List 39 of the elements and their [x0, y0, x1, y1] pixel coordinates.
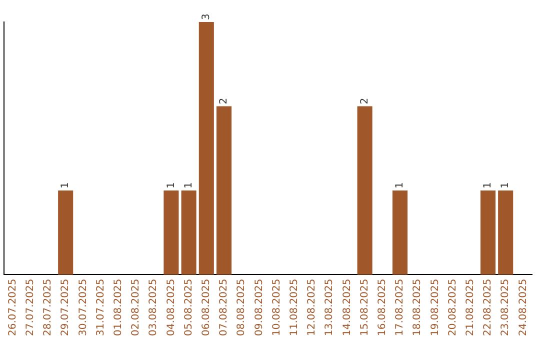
data-label: 3 — [200, 14, 212, 20]
x-tick-label: 24.08.2025 — [518, 278, 529, 336]
x-tick-label: 13.08.2025 — [324, 278, 336, 336]
x-tick-label: 04.08.2025 — [166, 278, 177, 336]
data-label: 2 — [218, 98, 230, 104]
x-tick-label: 30.07.2025 — [78, 278, 89, 336]
x-tick-label: 31.07.2025 — [95, 278, 106, 336]
x-tick-label: 09.08.2025 — [254, 278, 265, 336]
x-tick-label: 06.08.2025 — [200, 278, 212, 336]
x-tick-label: 18.08.2025 — [412, 278, 424, 336]
x-tick-label: 14.08.2025 — [342, 278, 353, 336]
x-tick-label: 10.08.2025 — [271, 278, 282, 336]
data-label: 1 — [394, 182, 406, 188]
x-tick-label: 01.08.2025 — [112, 278, 124, 336]
x-tick-label: 07.08.2025 — [218, 278, 230, 336]
data-label: 1 — [482, 182, 494, 188]
x-tick-label: 20.08.2025 — [447, 278, 458, 336]
x-tick-label: 28.07.2025 — [42, 278, 54, 336]
x-tick-label: 27.07.2025 — [24, 278, 36, 336]
data-label: 1 — [60, 182, 72, 188]
x-tick-label: 05.08.2025 — [183, 278, 194, 336]
x-tick-label: 21.08.2025 — [464, 278, 476, 336]
x-tick-label: 17.08.2025 — [394, 278, 406, 336]
x-tick-label: 22.08.2025 — [482, 278, 494, 336]
x-tick-label: 23.08.2025 — [500, 278, 512, 336]
x-tick-label: 29.07.2025 — [60, 278, 72, 336]
data-label: 2 — [359, 98, 370, 104]
x-tick-label: 02.08.2025 — [130, 278, 142, 336]
data-label: 1 — [166, 182, 177, 188]
x-tick-label: 03.08.2025 — [148, 278, 160, 336]
x-tick-label: 12.08.2025 — [306, 278, 318, 336]
x-tick-label: 15.08.2025 — [359, 278, 370, 336]
data-label: 1 — [500, 182, 512, 188]
x-tick-label: 19.08.2025 — [430, 278, 441, 336]
x-tick-label: 11.08.2025 — [288, 278, 300, 336]
x-tick-label: 16.08.2025 — [376, 278, 388, 336]
data-label: 1 — [183, 182, 194, 188]
x-tick-label: 08.08.2025 — [236, 278, 248, 336]
x-tick-label: 26.07.2025 — [7, 278, 18, 336]
